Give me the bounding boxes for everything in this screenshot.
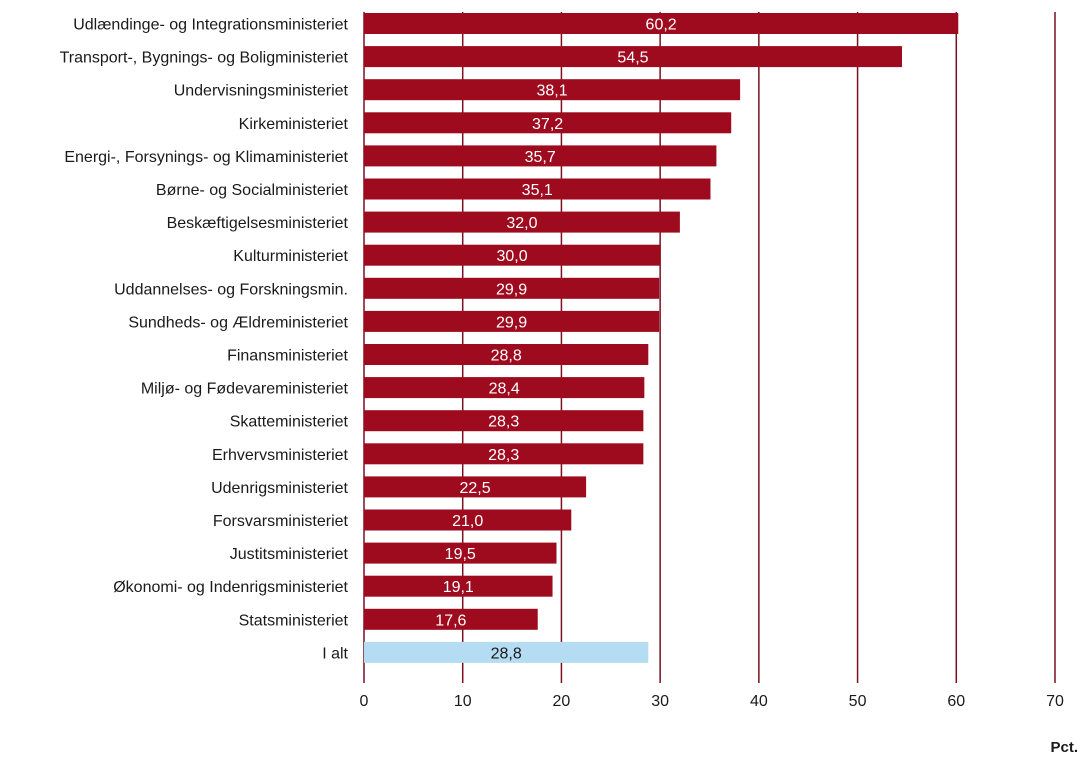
- category-label: Justitsministeriet: [230, 546, 349, 563]
- category-label: Miljø- og Fødevareministeriet: [141, 381, 349, 398]
- bar: [364, 244, 661, 266]
- bar-value-label: 29,9: [496, 314, 527, 331]
- bar: [364, 344, 649, 365]
- bar-value-label: 28,8: [491, 348, 522, 365]
- bar: [364, 112, 732, 134]
- category-label: Kirkeministeriet: [239, 116, 349, 133]
- x-axis-unit-label: Pct.: [1050, 739, 1078, 756]
- category-label: I alt: [322, 645, 348, 662]
- bar-value-label: 30,0: [497, 248, 528, 265]
- x-tick-label: 10: [454, 693, 472, 710]
- bar-value-label: 19,1: [443, 579, 474, 596]
- bar: [364, 79, 741, 101]
- bar: [364, 509, 572, 531]
- bar-value-label: 28,3: [488, 447, 519, 464]
- category-label: Finansministeriet: [227, 348, 348, 365]
- category-label: Kulturministeriet: [233, 248, 348, 265]
- bar: [364, 575, 553, 597]
- x-tick-label: 20: [553, 693, 571, 710]
- bar-value-label: 37,2: [532, 116, 563, 133]
- x-tick-label: 0: [360, 693, 369, 710]
- bar-value-label: 29,9: [496, 281, 527, 298]
- bar-value-label: 28,8: [491, 645, 522, 662]
- category-label: Økonomi- og Indenrigsministeriet: [113, 579, 348, 596]
- bar: [364, 542, 557, 564]
- category-label: Sundheds- og Ældreministeriet: [128, 314, 348, 331]
- bar-value-label: 60,2: [646, 17, 677, 34]
- bar: [364, 443, 644, 465]
- bar: [364, 13, 959, 34]
- bar-value-label: 35,7: [525, 149, 556, 166]
- category-label: Transport-, Bygnings- og Boligministerie…: [60, 50, 349, 67]
- x-axis-ticks: 0 10 20 30 40 50 60 70: [360, 693, 1064, 710]
- bar: [364, 410, 644, 432]
- bar-value-label: 54,5: [617, 50, 648, 67]
- category-label: Statsministeriet: [239, 612, 349, 629]
- x-tick-label: 70: [1046, 693, 1064, 710]
- bar: [364, 608, 538, 630]
- category-label: Undervisningsministeriet: [174, 83, 349, 100]
- bar-value-label: 32,0: [506, 215, 537, 232]
- category-label: Udenrigsministeriet: [211, 480, 348, 497]
- bar: [364, 377, 645, 399]
- bar: [364, 211, 680, 233]
- category-label: Erhvervsministeriet: [212, 447, 349, 464]
- category-label: Udlændinge- og Integrationsministeriet: [73, 17, 348, 34]
- bar: [364, 310, 660, 332]
- bar-value-label: 35,1: [522, 182, 553, 199]
- bar-value-label: 22,5: [459, 480, 490, 497]
- x-tick-label: 40: [750, 693, 768, 710]
- bar: [364, 476, 587, 498]
- bar-value-label: 17,6: [435, 612, 466, 629]
- x-tick-label: 50: [849, 693, 867, 710]
- bar-value-label: 28,4: [489, 381, 520, 398]
- bar: [364, 46, 902, 68]
- category-labels: Udlændinge- og Integrationsministeriet Tr…: [60, 17, 349, 663]
- bar: [364, 178, 711, 200]
- category-label: Forsvarsministeriet: [213, 513, 349, 530]
- bar-value-label: 28,3: [488, 414, 519, 431]
- bar-value-label: 19,5: [445, 546, 476, 563]
- category-label: Energi-, Forsynings- og Klimaministeriet: [64, 149, 348, 166]
- x-tick-label: 30: [651, 693, 669, 710]
- bar-value-label: 21,0: [452, 513, 483, 530]
- bar: [364, 277, 660, 299]
- bar-value-label: 38,1: [536, 83, 567, 100]
- category-label: Skatteministeriet: [230, 414, 349, 431]
- bar: [364, 145, 717, 167]
- bar-total: [364, 641, 649, 663]
- bars: 60,2 54,5 38,1 37,2 35,7 35,1 32,0 30,0 29,9 29,9…: [364, 13, 959, 663]
- category-label: Beskæftigelsesministeriet: [167, 215, 349, 232]
- category-label: Uddannelses- og Forskningsmin.: [114, 281, 348, 298]
- x-tick-label: 60: [947, 693, 965, 710]
- category-label: Børne- og Socialministeriet: [156, 182, 349, 199]
